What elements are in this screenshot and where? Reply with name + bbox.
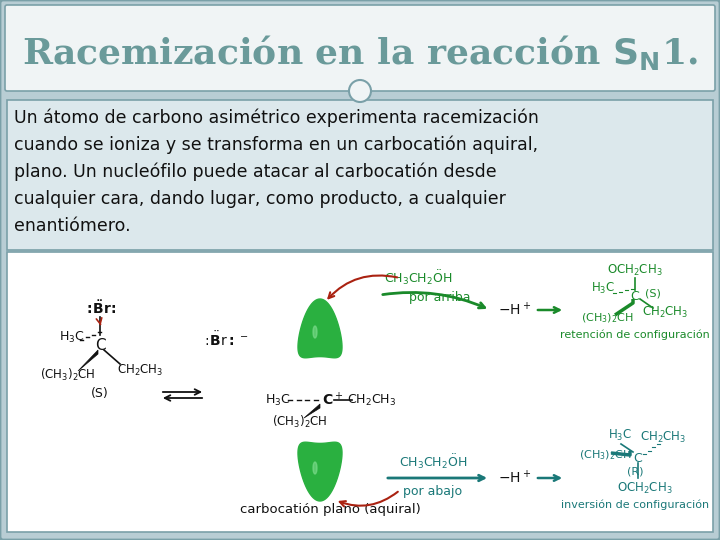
Text: plano. Un nucleófilo puede atacar al carbocatión desde: plano. Un nucleófilo puede atacar al car… — [14, 163, 497, 181]
Text: OCH$_2$CH$_3$: OCH$_2$CH$_3$ — [607, 262, 663, 278]
Text: inversión de configuración: inversión de configuración — [561, 500, 709, 510]
Text: H$_3$C: H$_3$C — [608, 428, 632, 443]
Text: retención de configuración: retención de configuración — [560, 330, 710, 340]
Text: C: C — [634, 451, 642, 464]
Text: Un átomo de carbono asimétrico experimenta racemización: Un átomo de carbono asimétrico experimen… — [14, 109, 539, 127]
Text: CH$_3$CH$_2\ddot{\mathrm{O}}$H: CH$_3$CH$_2\ddot{\mathrm{O}}$H — [399, 453, 467, 471]
PathPatch shape — [304, 404, 320, 418]
Text: H$_3$C: H$_3$C — [265, 393, 291, 408]
Text: H$_3$C: H$_3$C — [591, 280, 615, 295]
Text: C$^+$: C$^+$ — [322, 392, 343, 409]
Text: enantiómero.: enantiómero. — [14, 217, 130, 235]
Text: $-$H$^+$: $-$H$^+$ — [498, 469, 531, 487]
Text: $-$H$^+$: $-$H$^+$ — [498, 301, 531, 319]
Text: C: C — [95, 339, 105, 354]
Text: carbocatión plano (aquiral): carbocatión plano (aquiral) — [240, 503, 420, 516]
Circle shape — [349, 80, 371, 102]
Polygon shape — [298, 442, 342, 501]
Text: $\mathbf{:\!\ddot{B}r\!:}$: $\mathbf{:\!\ddot{B}r\!:}$ — [84, 299, 117, 317]
Text: H$_3$C: H$_3$C — [59, 329, 85, 345]
FancyBboxPatch shape — [5, 5, 715, 91]
Text: (S): (S) — [645, 288, 661, 298]
Text: (R): (R) — [626, 467, 643, 477]
PathPatch shape — [78, 350, 98, 371]
Text: (S): (S) — [91, 387, 109, 400]
Text: (CH$_3$)$_2$CH: (CH$_3$)$_2$CH — [272, 414, 328, 430]
Text: por arriba: por arriba — [409, 292, 471, 305]
Text: cuando se ioniza y se transforma en un carbocatión aquiral,: cuando se ioniza y se transforma en un c… — [14, 136, 538, 154]
Text: cualquier cara, dando lugar, como producto, a cualquier: cualquier cara, dando lugar, como produc… — [14, 190, 506, 208]
Polygon shape — [298, 299, 342, 358]
Text: CH$_2$CH$_3$: CH$_2$CH$_3$ — [640, 429, 686, 444]
Polygon shape — [313, 462, 317, 474]
FancyBboxPatch shape — [7, 252, 713, 532]
Polygon shape — [313, 326, 317, 338]
Text: por abajo: por abajo — [403, 485, 462, 498]
Text: CH$_2$CH$_3$: CH$_2$CH$_3$ — [642, 305, 688, 320]
Text: C: C — [631, 289, 639, 302]
Text: OCH$_2$CH$_3$: OCH$_2$CH$_3$ — [617, 481, 673, 496]
Text: (CH$_3$)$_2$CH: (CH$_3$)$_2$CH — [579, 448, 631, 462]
Text: CH$_2$CH$_3$: CH$_2$CH$_3$ — [117, 362, 163, 377]
Text: CH$_3$CH$_2\ddot{\mathrm{O}}$H: CH$_3$CH$_2\ddot{\mathrm{O}}$H — [384, 269, 452, 287]
FancyBboxPatch shape — [7, 100, 713, 250]
Text: Racemización en la reacción $\mathbf{S_N}$1.: Racemización en la reacción $\mathbf{S_N… — [22, 32, 698, 71]
Text: (CH$_3$)$_2$CH: (CH$_3$)$_2$CH — [40, 367, 96, 383]
Text: (CH$_3$)$_2$CH: (CH$_3$)$_2$CH — [581, 311, 634, 325]
Text: $:\!\ddot{\mathbf{B}}$r$\mathbf{:}^-$: $:\!\ddot{\mathbf{B}}$r$\mathbf{:}^-$ — [202, 330, 248, 349]
Text: CH$_2$CH$_3$: CH$_2$CH$_3$ — [347, 393, 397, 408]
